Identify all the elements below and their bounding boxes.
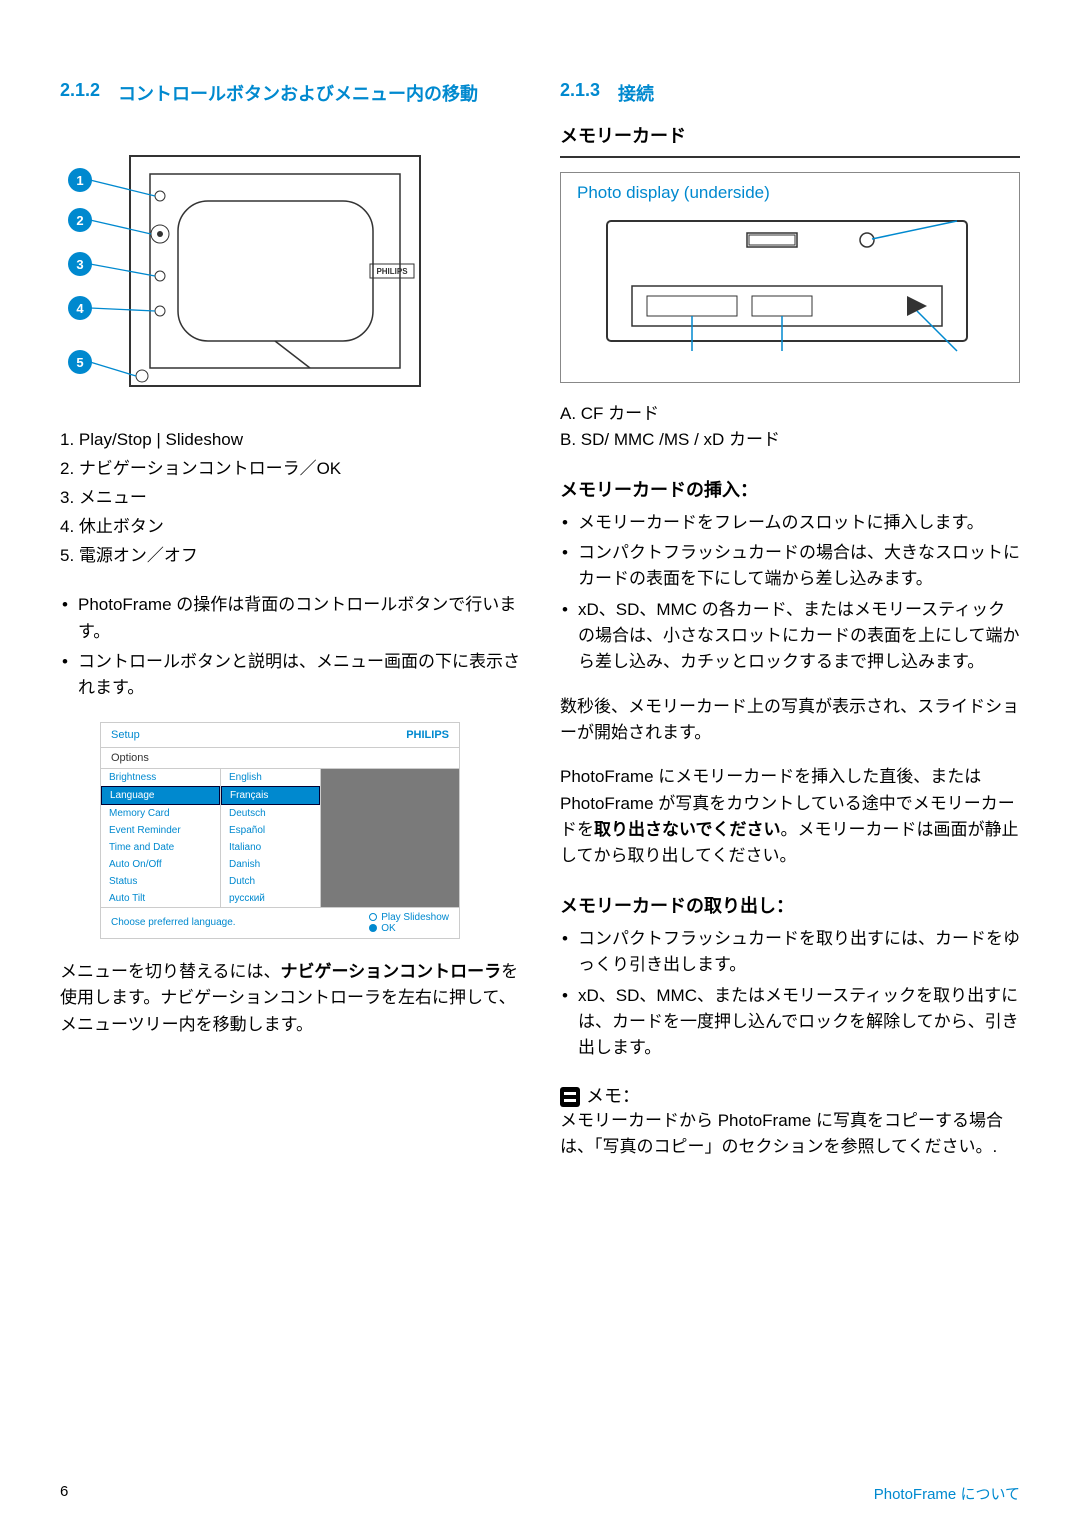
page-footer: 6 PhotoFrame について — [60, 1483, 1020, 1504]
memo-label: メモ： — [586, 1086, 640, 1106]
menu-item: Español — [221, 822, 320, 839]
section-header-213: 2.1.3 接続 — [560, 80, 1020, 106]
memo-icon — [560, 1087, 580, 1107]
insert-heading: メモリーカードの挿入： — [560, 476, 1020, 502]
footer-right: PhotoFrame について — [874, 1483, 1020, 1504]
list-item-4: 4. 休止ボタン — [60, 513, 520, 542]
menu-item: русский — [221, 890, 320, 907]
ok-icon — [369, 924, 377, 932]
divider — [560, 156, 1020, 158]
menu-item: Danish — [221, 856, 320, 873]
menu-item: Memory Card — [101, 805, 220, 822]
list-item-3: 3. メニュー — [60, 484, 520, 513]
menu-column-2: English Français Deutsch Español Italian… — [221, 769, 321, 907]
svg-text:PHILIPS: PHILIPS — [376, 267, 408, 276]
svg-text:3: 3 — [76, 257, 83, 272]
memcard-heading: メモリーカード — [560, 122, 1020, 148]
section-number: 2.1.2 — [60, 80, 100, 106]
menu-setup-label: Setup — [111, 729, 140, 741]
section-header-212: 2.1.2 コントロールボタンおよびメニュー内の移動 — [60, 80, 520, 106]
list-label: メニュー — [79, 488, 147, 507]
menu-footer-left: Choose preferred language. — [111, 917, 236, 928]
list-label: 電源オン／オフ — [79, 546, 198, 565]
menu-item: Italiano — [221, 839, 320, 856]
menu-item: Event Reminder — [101, 822, 220, 839]
list-item-5: 5. 電源オン／オフ — [60, 542, 520, 571]
menu-item-selected: Language — [101, 786, 220, 805]
slideshow-para: 数秒後、メモリーカード上の写真が表示され、スライドショーが開始されます。 — [560, 694, 1020, 747]
bullet-item: コントロールボタンと説明は、メニュー画面の下に表示されます。 — [60, 649, 520, 702]
warning-para: PhotoFrame にメモリーカードを挿入した直後、または PhotoFram… — [560, 764, 1020, 869]
svg-text:1: 1 — [76, 173, 83, 188]
memo-header: メモ： — [560, 1082, 1020, 1108]
menu-column-1: Brightness Language Memory Card Event Re… — [101, 769, 221, 907]
remove-heading: メモリーカードの取り出し： — [560, 892, 1020, 918]
bullet-item: xD、SD、MMC、またはメモリースティックを取り出すには、カードを一度押し込ん… — [560, 983, 1020, 1062]
menu-top-bar: Setup PHILIPS — [101, 723, 459, 748]
list-item-2: 2. ナビゲーションコントローラ／OK — [60, 455, 520, 484]
menu-footer-ok: OK — [381, 923, 395, 934]
svg-text:5: 5 — [76, 355, 83, 370]
control-list: 1. Play/Stop | Slideshow 2. ナビゲーションコントロー… — [60, 426, 520, 570]
svg-text:4: 4 — [76, 301, 84, 316]
memo-text: メモリーカードから PhotoFrame に写真をコピーする場合は、「写真のコピ… — [560, 1108, 1020, 1161]
left-column: 2.1.2 コントロールボタンおよびメニュー内の移動 PHILIPS — [60, 80, 520, 1160]
menu-options-label: Options — [101, 748, 459, 769]
list-label: ナビゲーションコントローラ／OK — [79, 459, 341, 478]
menu-item-selected: Français — [221, 786, 320, 805]
bullet-item: PhotoFrame の操作は背面のコントロールボタンで行います。 — [60, 592, 520, 645]
control-diagram: PHILIPS 1 2 3 4 5 — [60, 146, 520, 401]
section-number: 2.1.3 — [560, 80, 600, 106]
menu-item: Dutch — [221, 873, 320, 890]
bullet-item: メモリーカードをフレームのスロットに挿入します。 — [560, 510, 1020, 536]
menu-item: Auto On/Off — [101, 856, 220, 873]
underside-diagram: Photo display (underside) — [560, 172, 1020, 383]
nav-paragraph: メニューを切り替えるには、ナビゲーションコントローラを使用します。ナビゲーション… — [60, 959, 520, 1038]
menu-body: Brightness Language Memory Card Event Re… — [101, 769, 459, 907]
bullet-item: コンパクトフラッシュカードを取り出すには、カードをゆっくり引き出します。 — [560, 926, 1020, 979]
menu-item: Status — [101, 873, 220, 890]
menu-item: Auto Tilt — [101, 890, 220, 907]
page-number: 6 — [60, 1483, 68, 1504]
menu-footer: Choose preferred language. Play Slidesho… — [101, 907, 459, 938]
left-bullets: PhotoFrame の操作は背面のコントロールボタンで行います。 コントロール… — [60, 592, 520, 701]
menu-screenshot: Setup PHILIPS Options Brightness Languag… — [100, 722, 460, 939]
card-b: B. SD/ MMC /MS / xD カード — [560, 427, 1020, 453]
nav-text: メニューを切り替えるには、 — [60, 962, 281, 981]
menu-footer-play: Play Slideshow — [381, 912, 449, 923]
remove-bullets: コンパクトフラッシュカードを取り出すには、カードをゆっくり引き出します。 xD、… — [560, 926, 1020, 1062]
menu-brand: PHILIPS — [406, 729, 449, 741]
bullet-item: xD、SD、MMC の各カード、またはメモリースティックの場合は、小さなスロット… — [560, 597, 1020, 676]
memo-block: メモ： メモリーカードから PhotoFrame に写真をコピーする場合は、「写… — [560, 1082, 1020, 1161]
section-title: 接続 — [618, 80, 654, 106]
section-title: コントロールボタンおよびメニュー内の移動 — [118, 80, 478, 106]
menu-item: Brightness — [101, 769, 220, 786]
insert-bullets: メモリーカードをフレームのスロットに挿入します。 コンパクトフラッシュカードの場… — [560, 510, 1020, 676]
menu-item: Time and Date — [101, 839, 220, 856]
list-label: Play/Stop | Slideshow — [79, 430, 243, 449]
list-label: 休止ボタン — [79, 517, 164, 536]
menu-item: Deutsch — [221, 805, 320, 822]
bullet-item: コンパクトフラッシュカードの場合は、大きなスロットにカードの表面を下にして端から… — [560, 540, 1020, 593]
menu-item: English — [221, 769, 320, 786]
list-item-1: 1. Play/Stop | Slideshow — [60, 426, 520, 455]
nav-bold: ナビゲーションコントローラ — [281, 962, 502, 981]
play-icon — [369, 913, 377, 921]
card-a: A. CF カード — [560, 401, 1020, 427]
warn-bold: 取り出さないでください — [594, 820, 781, 839]
svg-text:2: 2 — [76, 213, 83, 228]
right-column: 2.1.3 接続 メモリーカード Photo display (undersid… — [560, 80, 1020, 1160]
diagram-label: Photo display (underside) — [577, 183, 1003, 203]
two-column-layout: 2.1.2 コントロールボタンおよびメニュー内の移動 PHILIPS — [60, 80, 1020, 1160]
menu-column-3 — [321, 769, 459, 907]
